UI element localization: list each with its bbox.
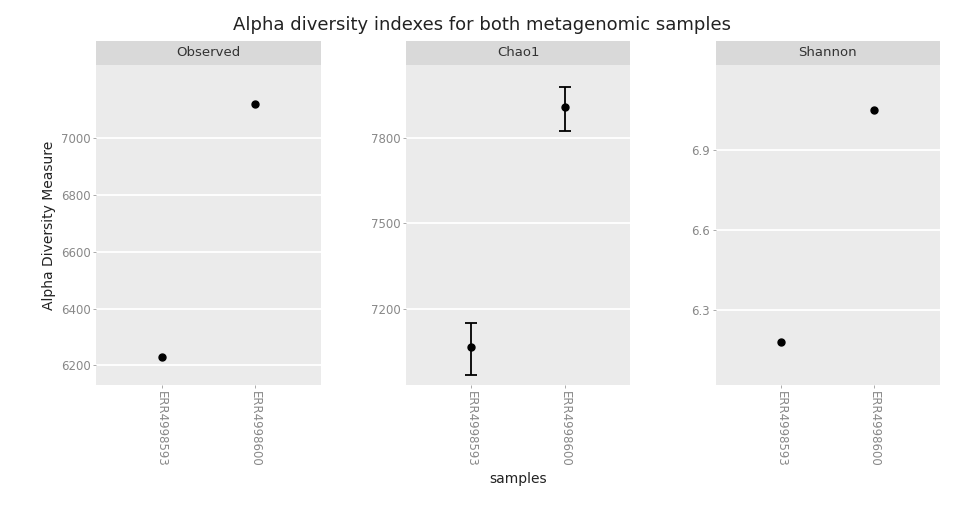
X-axis label: samples: samples [490,472,547,486]
Text: Shannon: Shannon [798,46,857,59]
Text: Observed: Observed [176,46,241,59]
Text: Chao1: Chao1 [496,46,540,59]
FancyBboxPatch shape [715,41,940,65]
Y-axis label: Alpha Diversity Measure: Alpha Diversity Measure [41,140,56,310]
Text: Alpha diversity indexes for both metagenomic samples: Alpha diversity indexes for both metagen… [233,16,731,34]
FancyBboxPatch shape [96,41,321,65]
FancyBboxPatch shape [406,41,630,65]
